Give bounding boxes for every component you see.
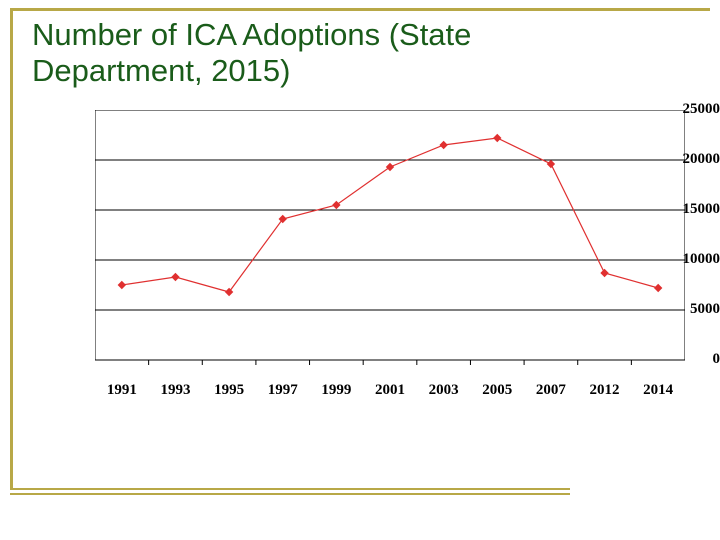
chart-plot xyxy=(95,110,685,380)
x-axis-label: 1993 xyxy=(160,382,190,399)
x-axis-label: 1997 xyxy=(268,382,298,399)
x-axis-label: 1995 xyxy=(214,382,244,399)
x-axis-label: 2014 xyxy=(643,382,673,399)
slide-border-bottom-1 xyxy=(10,488,570,490)
x-axis-label: 2001 xyxy=(375,382,405,399)
x-axis-label: 2005 xyxy=(482,382,512,399)
x-axis-label: 1991 xyxy=(107,382,137,399)
x-axis-label: 1999 xyxy=(321,382,351,399)
x-axis-label: 2003 xyxy=(429,382,459,399)
slide-border-bottom-2 xyxy=(10,493,570,495)
chart: 0500010000150002000025000 19911993199519… xyxy=(0,0,720,420)
x-axis-label: 2012 xyxy=(590,382,620,399)
x-axis-label: 2007 xyxy=(536,382,566,399)
